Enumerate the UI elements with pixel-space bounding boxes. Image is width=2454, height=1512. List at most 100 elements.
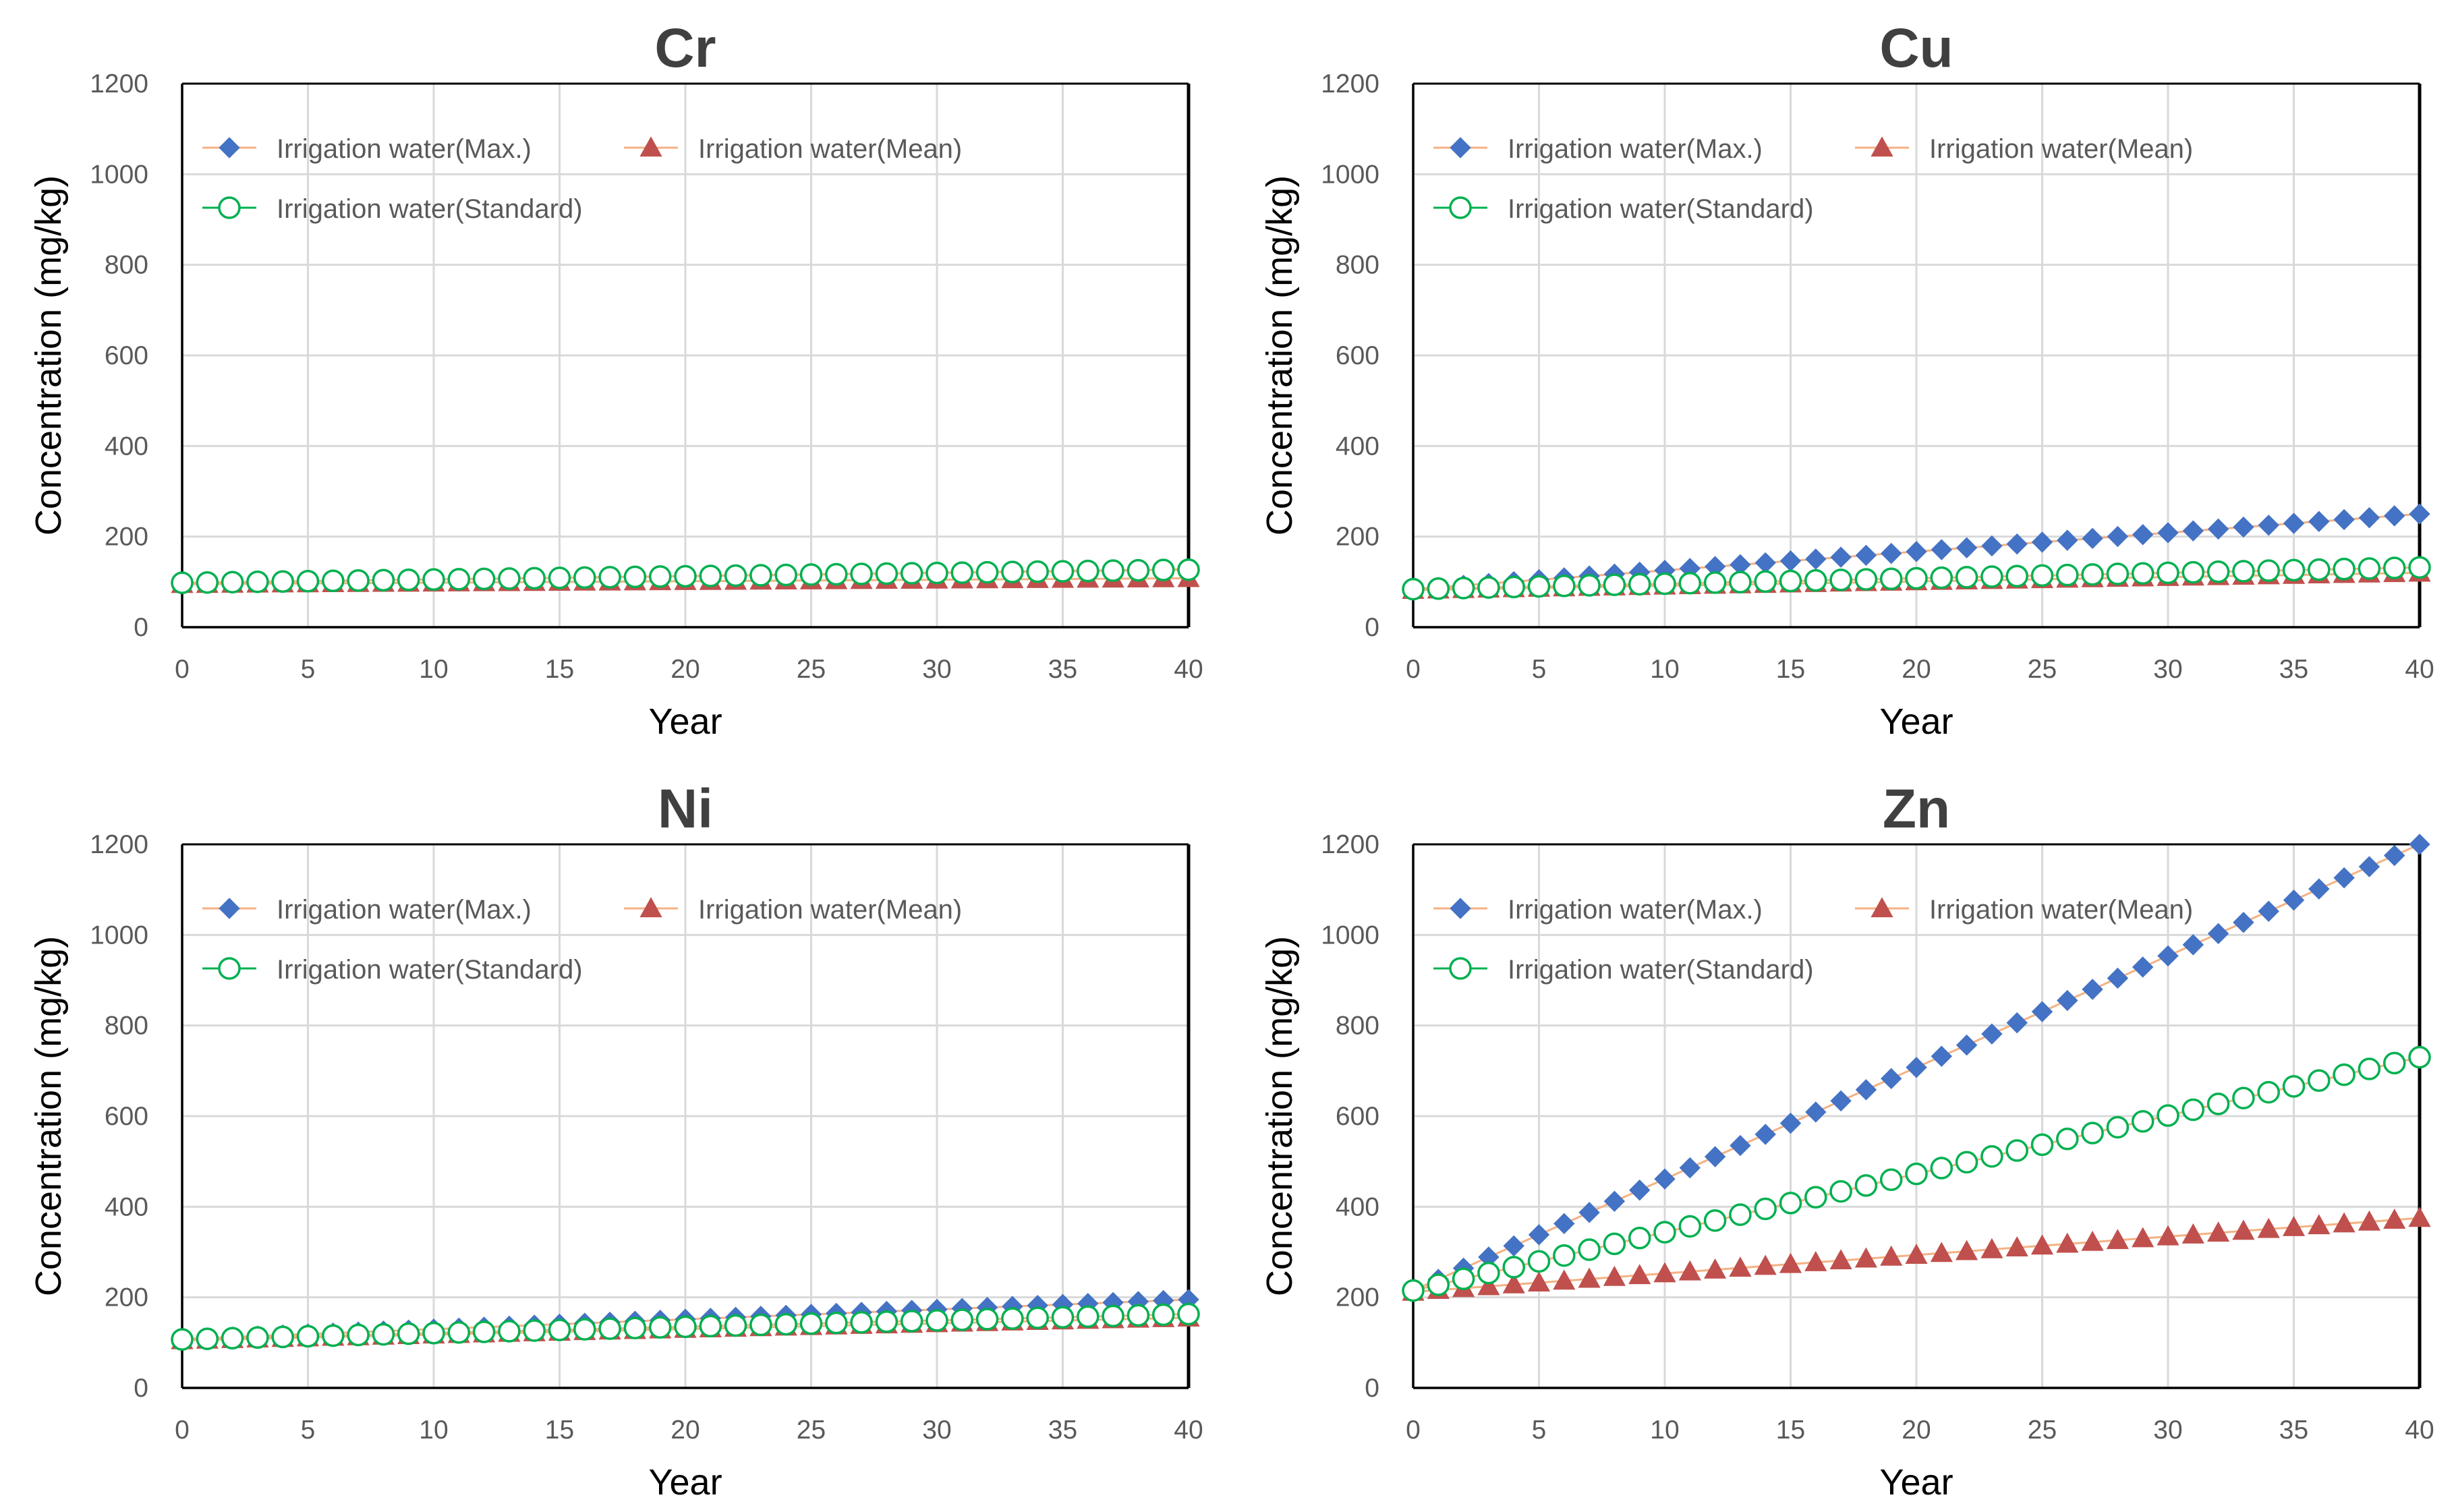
- data-point: [1578, 1202, 1600, 1223]
- y-tick-label: 600: [1336, 1102, 1379, 1131]
- x-tick-label: 10: [1650, 1416, 1679, 1445]
- data-point: [2233, 516, 2254, 538]
- y-tick-label: 400: [105, 432, 148, 461]
- data-point: [2408, 556, 2431, 579]
- data-point: [1151, 558, 1175, 581]
- x-tick-label: 5: [301, 1416, 316, 1445]
- data-point: [2206, 560, 2230, 583]
- series-standard: [171, 558, 1200, 594]
- data-point: [1754, 570, 1777, 593]
- data-point: [2358, 1057, 2381, 1080]
- data-point: [2207, 518, 2229, 540]
- data-point: [1477, 1275, 1500, 1296]
- data-point: [1804, 1186, 1827, 1209]
- y-tick-label: 800: [1336, 251, 1379, 280]
- y-tick-label: 600: [1336, 341, 1379, 370]
- data-point: [221, 1327, 244, 1350]
- x-tick-label: 25: [797, 1416, 826, 1445]
- legend-label: Irrigation water(Max.): [1508, 134, 1763, 164]
- data-point: [2030, 1234, 2054, 1255]
- data-point: [749, 1313, 772, 1337]
- data-point: [573, 566, 596, 589]
- x-axis-label: Year: [1879, 1462, 1953, 1503]
- data-point: [2308, 1214, 2331, 1235]
- data-point: [2157, 522, 2179, 544]
- x-tick-label: 5: [301, 655, 316, 684]
- data-point: [2383, 844, 2405, 867]
- data-point: [623, 565, 647, 589]
- data-point: [1177, 558, 1200, 581]
- data-point: [2056, 563, 2079, 587]
- data-point: [2030, 564, 2054, 587]
- data-point: [2333, 1063, 2356, 1086]
- data-point: [950, 1308, 974, 1331]
- x-tick-label: 0: [1406, 1416, 1421, 1445]
- data-point: [2258, 900, 2279, 922]
- data-point: [2333, 867, 2355, 889]
- data-point: [1151, 1303, 1175, 1327]
- data-point: [447, 568, 471, 591]
- data-point: [2006, 533, 2028, 555]
- data-point: [1653, 1262, 1676, 1283]
- data-point: [1452, 577, 1475, 600]
- data-point: [2232, 1219, 2255, 1240]
- data-point: [1603, 1232, 1626, 1256]
- chart-title: Cu: [1879, 18, 1953, 79]
- legend-marker: [219, 137, 240, 158]
- data-point: [2081, 1122, 2104, 1144]
- data-point: [1001, 1307, 1024, 1330]
- x-tick-label: 40: [1174, 655, 1203, 684]
- data-point: [1427, 1273, 1450, 1296]
- y-tick-label: 0: [134, 613, 148, 642]
- data-point: [1854, 1174, 1878, 1197]
- data-point: [2408, 1045, 2431, 1069]
- data-point: [825, 1311, 848, 1335]
- data-point: [2233, 912, 2254, 933]
- data-point: [2283, 513, 2305, 534]
- legend-label: Irrigation water(Mean): [698, 895, 962, 925]
- data-point: [1704, 1258, 1727, 1279]
- x-axis-label: Year: [648, 701, 722, 742]
- x-tick-label: 35: [2279, 1416, 2308, 1445]
- legend-label: Irrigation water(Standard): [277, 955, 583, 985]
- data-point: [2383, 1209, 2406, 1229]
- data-point: [1527, 1271, 1551, 1292]
- chart-panel-zn: 0 5 10 15 20 25 30 35 40020040060080010001200ZnY…: [1259, 778, 2434, 1503]
- data-point: [2282, 558, 2306, 582]
- x-axis-label: Year: [1879, 701, 1953, 742]
- x-tick-label: 15: [1776, 655, 1805, 684]
- data-point: [1779, 1112, 1802, 1134]
- data-point: [699, 564, 722, 587]
- data-point: [799, 563, 823, 586]
- data-point: [975, 1308, 999, 1331]
- data-point: [1829, 569, 1852, 591]
- data-point: [372, 1322, 395, 1346]
- data-point: [1077, 559, 1100, 583]
- data-point: [1930, 1242, 1953, 1262]
- data-point: [1654, 1168, 1676, 1190]
- x-tick-label: 15: [1776, 1416, 1805, 1445]
- x-tick-label: 20: [670, 655, 700, 684]
- x-tick-label: 40: [2405, 655, 2434, 684]
- data-point: [1956, 1035, 1978, 1056]
- legend-marker: [639, 897, 662, 918]
- x-tick-label: 30: [2153, 655, 2182, 684]
- data-point: [648, 1316, 672, 1339]
- y-tick-label: 600: [105, 341, 148, 370]
- x-tick-label: 10: [419, 655, 448, 684]
- data-point: [2333, 1212, 2356, 1233]
- y-tick-label: 1000: [90, 921, 148, 950]
- data-point: [1628, 1227, 1651, 1250]
- data-point: [1829, 1249, 1852, 1270]
- data-point: [875, 562, 898, 585]
- data-point: [271, 570, 294, 593]
- legend-item: Irrigation water(Mean): [1855, 895, 2193, 925]
- data-point: [1527, 575, 1551, 598]
- data-point: [1980, 1144, 2003, 1168]
- data-point: [2107, 525, 2129, 548]
- y-tick-label: 800: [105, 1012, 148, 1041]
- x-tick-label: 0: [1406, 655, 1421, 684]
- data-point: [2207, 1221, 2230, 1242]
- data-point: [1854, 568, 1878, 591]
